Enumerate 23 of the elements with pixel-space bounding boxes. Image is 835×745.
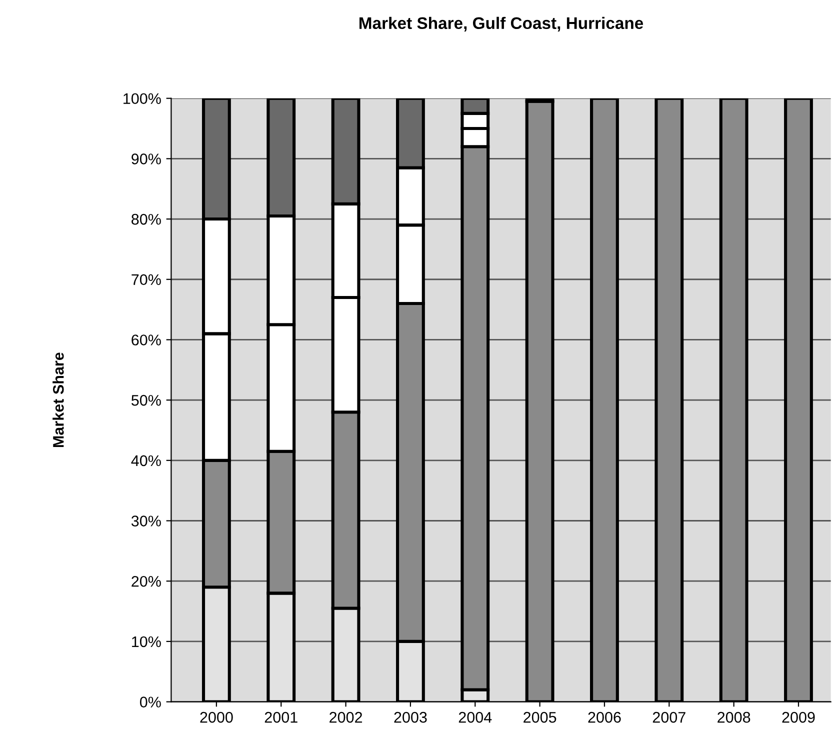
y-tick-label: 40%: [131, 455, 161, 466]
x-tick-label: 2009: [782, 712, 815, 723]
x-tick-label: 2006: [588, 712, 621, 723]
x-tick-label: 2000: [200, 712, 233, 723]
x-tick-label: 2004: [458, 712, 492, 723]
x-tick-label: 2008: [718, 712, 750, 723]
y-tick-label: 90%: [132, 154, 161, 164]
y-tick-label: 50%: [131, 394, 161, 406]
y-tick-label: 20%: [132, 576, 161, 587]
y-tick-label: 10%: [132, 636, 161, 648]
x-tick-label: 2001: [264, 712, 298, 723]
x-tick-label: 2005: [524, 712, 556, 723]
y-axis-title: Market Share: [52, 352, 64, 448]
y-tick-label: 30%: [131, 516, 161, 526]
x-tick-label: 2007: [652, 712, 686, 723]
y-tick-label: 70%: [132, 274, 161, 286]
y-tick-label: 0%: [140, 696, 161, 708]
y-tick-label: 80%: [132, 214, 161, 225]
x-tick-label: 2003: [394, 712, 427, 723]
chart-title: Market Share, Gulf Coast, Hurricane: [359, 16, 644, 32]
y-tick-label: 100%: [124, 93, 161, 104]
y-tick-label: 60%: [132, 334, 161, 346]
x-tick-label: 2002: [330, 712, 362, 723]
